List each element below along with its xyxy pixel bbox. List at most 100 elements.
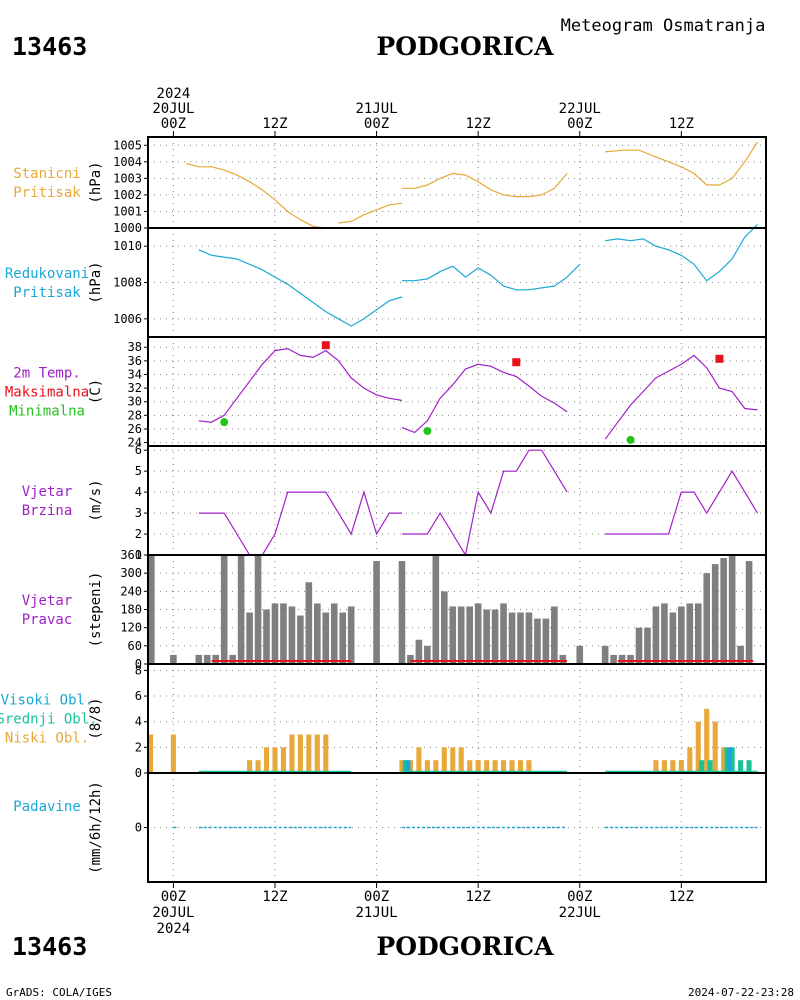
wind-direction-bar bbox=[440, 591, 448, 664]
wind-direction-bar bbox=[220, 555, 228, 664]
top-time-label: 12Z bbox=[466, 116, 491, 132]
y-tick-label: 24 bbox=[128, 436, 142, 450]
wind-direction-bar bbox=[347, 606, 355, 664]
cloud-bar bbox=[517, 760, 524, 772]
bottom-time-label: 12Z bbox=[262, 889, 287, 905]
wind-direction-bar bbox=[618, 654, 626, 664]
cloud-bar bbox=[289, 734, 295, 772]
wind-direction-bar bbox=[148, 555, 155, 664]
bottom-time-label: 20JUL bbox=[152, 905, 194, 921]
panel-label: Vjetar bbox=[22, 593, 73, 609]
y-tick-label: 1001 bbox=[113, 204, 142, 218]
panel-label: Maksimalna bbox=[5, 385, 89, 401]
cloud-bar bbox=[297, 734, 303, 772]
wind-direction-bar bbox=[415, 639, 423, 664]
panel-frame bbox=[147, 227, 767, 338]
unit-label: (hPa) bbox=[88, 161, 104, 203]
cloud-bar bbox=[746, 760, 752, 772]
panel-oblaci: 0 2 4 6 8 (8/8)Visoki Obl. Srednji Obl. Niski O… bbox=[0, 663, 767, 780]
cloud-bar bbox=[399, 760, 405, 772]
y-tick-label: 2 bbox=[135, 740, 142, 754]
y-tick-label: 5 bbox=[135, 464, 142, 478]
wind-direction-bar bbox=[432, 555, 440, 664]
panel-redukovani: 1006 1008 1010 (hPa)Redukovani Pritisak bbox=[5, 223, 767, 338]
wind-direction-bar bbox=[314, 603, 321, 664]
bottom-time-label: 22JUL bbox=[559, 905, 601, 921]
panel-stanicni: 1000 1001 1002 1003 1004 1005 (hPa) Stanicni Pri… bbox=[13, 136, 767, 235]
cloud-bar bbox=[699, 760, 705, 772]
top-time-label: 20JUL bbox=[152, 101, 194, 117]
cloud-bar bbox=[687, 747, 693, 772]
y-tick-label: 1000 bbox=[113, 221, 142, 235]
panel-label: Redukovani bbox=[5, 266, 89, 282]
y-tick-label: 8 bbox=[135, 663, 142, 677]
y-tick-label: 360 bbox=[120, 548, 142, 562]
y-tick-label: 28 bbox=[128, 408, 142, 422]
top-time-label: 00Z bbox=[364, 116, 389, 132]
wind-direction-bar bbox=[229, 654, 236, 664]
y-tick-label: 1006 bbox=[113, 312, 142, 326]
cloud-bar bbox=[255, 760, 261, 772]
y-tick-label: 120 bbox=[120, 621, 142, 635]
y-tick-label: 0 bbox=[135, 657, 142, 671]
y-tick-label: 4 bbox=[135, 485, 142, 499]
wind-direction-bar bbox=[322, 612, 330, 664]
panel-label: Pritisak bbox=[13, 285, 81, 301]
cloud-bar bbox=[263, 747, 270, 772]
panel-frame bbox=[147, 136, 767, 229]
y-tick-label: 180 bbox=[120, 603, 142, 617]
reduced-pressure-line bbox=[605, 223, 758, 282]
y-tick-label: 1 bbox=[135, 548, 142, 562]
wind-direction-bar bbox=[534, 618, 541, 664]
cloud-bar bbox=[314, 734, 320, 772]
station-pressure-line bbox=[402, 172, 568, 198]
wind-direction-bar bbox=[661, 603, 668, 664]
bottom-time-label: 12Z bbox=[466, 889, 491, 905]
station-pressure-line bbox=[605, 141, 759, 186]
wind-direction-bar bbox=[491, 609, 499, 664]
min-temp-marker bbox=[626, 435, 635, 444]
panel-label: Brzina bbox=[22, 503, 73, 519]
wind-direction-bar bbox=[745, 561, 753, 664]
cloud-bar bbox=[501, 760, 507, 772]
cloud-bar bbox=[247, 760, 253, 772]
cloud-bar bbox=[670, 760, 676, 772]
wind-direction-bar bbox=[246, 612, 253, 664]
bottom-time-label: 00Z bbox=[161, 889, 186, 905]
wind-direction-bar bbox=[212, 654, 220, 664]
y-tick-label: 1010 bbox=[113, 239, 142, 253]
panel-label: Stanicni bbox=[13, 166, 80, 182]
cloud-bar bbox=[280, 747, 286, 772]
cloud-bar bbox=[704, 708, 710, 772]
y-tick-label: 60 bbox=[128, 639, 142, 653]
unit-label: (mm/6h/12h) bbox=[88, 781, 104, 874]
bottom-time-label: 21JUL bbox=[355, 905, 397, 921]
wind-direction-bar bbox=[483, 609, 490, 664]
wind-direction-bar bbox=[703, 573, 711, 664]
cloud-bar bbox=[695, 721, 701, 772]
top-time-label: 12Z bbox=[669, 116, 694, 132]
panel-pravac: 0 60 120 180 240 300 360 (stepeni) Vjetar Pravac bbox=[22, 548, 767, 671]
y-tick-label: 3 bbox=[135, 506, 142, 520]
credit-text: GrADS: COLA/IGES bbox=[6, 986, 112, 999]
station-pressure-line bbox=[338, 202, 403, 224]
cloud-bar bbox=[509, 760, 515, 772]
temperature-line bbox=[198, 347, 403, 423]
wind-direction-bar bbox=[424, 645, 431, 664]
panel-label: Visoki Obl. bbox=[1, 693, 94, 709]
panel-frame bbox=[147, 445, 767, 556]
y-tick-label: 1005 bbox=[113, 138, 142, 152]
wind-direction-bar bbox=[542, 618, 550, 664]
cloud-bar bbox=[475, 760, 481, 772]
y-tick-label: 1008 bbox=[113, 276, 142, 290]
wind-direction-bar bbox=[678, 606, 685, 664]
cloud-bar bbox=[323, 734, 329, 772]
panels: 100010011002100310041005(hPa)StanicniPri… bbox=[0, 131, 767, 888]
panel-frame bbox=[147, 772, 767, 883]
wind-direction-bar bbox=[576, 645, 584, 664]
wind-direction-bar bbox=[280, 603, 287, 664]
cloud-bar bbox=[721, 747, 727, 772]
y-tick-label: 0 bbox=[135, 821, 142, 835]
